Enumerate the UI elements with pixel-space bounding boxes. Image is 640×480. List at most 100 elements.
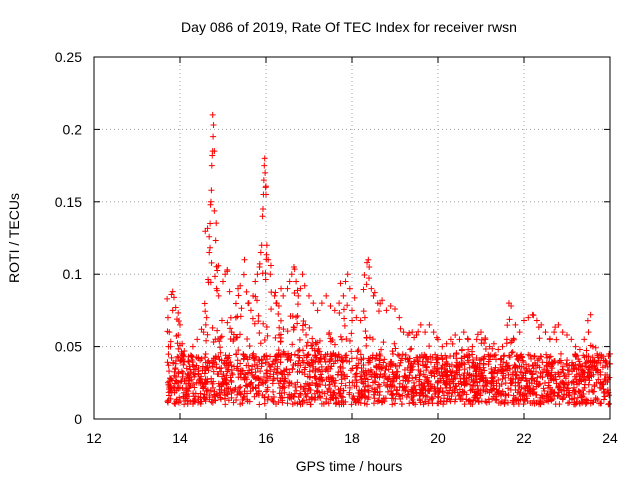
data-point <box>406 330 413 337</box>
data-point <box>381 379 388 386</box>
data-point <box>603 359 610 366</box>
data-point <box>399 392 406 399</box>
data-point <box>314 388 321 395</box>
data-point <box>452 396 459 403</box>
data-point <box>318 300 325 307</box>
grid-layer <box>94 57 610 419</box>
data-point <box>181 347 188 354</box>
data-point <box>499 388 506 395</box>
data-point <box>538 353 545 360</box>
data-point <box>388 378 395 385</box>
data-point <box>316 356 323 363</box>
data-point <box>395 391 402 398</box>
data-point <box>237 374 244 381</box>
data-point <box>296 354 303 361</box>
data-point <box>527 400 534 407</box>
data-point <box>216 365 223 372</box>
data-point <box>271 366 278 373</box>
data-point <box>261 394 268 401</box>
data-point <box>206 249 213 256</box>
data-point <box>221 389 228 396</box>
x-tick-label: 18 <box>344 430 360 446</box>
data-point <box>519 354 526 361</box>
data-point <box>306 374 313 381</box>
data-point <box>478 329 484 336</box>
data-point <box>361 314 368 321</box>
data-point <box>581 336 588 343</box>
data-point <box>291 289 298 296</box>
data-point <box>493 380 500 387</box>
data-point <box>290 326 297 333</box>
data-point <box>551 358 558 365</box>
x-tick-label: 24 <box>602 430 618 446</box>
data-point <box>180 389 187 396</box>
data-point <box>489 345 496 352</box>
data-point <box>362 383 369 390</box>
data-point <box>210 122 217 129</box>
data-point <box>244 335 251 342</box>
data-point <box>269 380 276 387</box>
data-point <box>173 332 180 339</box>
data-point <box>271 292 278 299</box>
data-point <box>312 365 319 372</box>
data-point <box>580 368 587 375</box>
data-point <box>533 317 540 324</box>
data-point <box>490 340 497 347</box>
data-point <box>491 385 498 392</box>
data-point <box>284 356 291 363</box>
data-point <box>191 384 198 391</box>
data-point <box>460 379 467 386</box>
data-point <box>300 317 307 324</box>
data-point <box>177 398 184 405</box>
data-point <box>545 379 552 386</box>
data-point <box>583 397 590 404</box>
data-point <box>583 353 590 360</box>
data-point <box>237 282 244 289</box>
data-point <box>259 270 266 277</box>
data-point <box>343 336 350 343</box>
data-point <box>604 379 611 386</box>
data-point <box>351 294 358 301</box>
data-point <box>463 396 470 403</box>
data-point <box>244 383 251 390</box>
data-point <box>361 271 368 278</box>
data-point <box>505 392 512 399</box>
data-point <box>175 309 182 316</box>
data-point <box>530 365 537 372</box>
data-point <box>389 350 396 357</box>
data-point <box>492 351 499 358</box>
data-point <box>277 354 284 361</box>
data-point <box>168 354 175 361</box>
data-point <box>347 367 354 374</box>
data-point <box>500 372 507 379</box>
data-point <box>417 354 424 361</box>
data-point <box>409 363 416 370</box>
data-point <box>402 373 409 380</box>
data-point <box>480 355 487 362</box>
data-point <box>340 292 347 299</box>
data-point <box>423 355 430 362</box>
data-point <box>486 389 493 396</box>
data-point <box>227 314 234 321</box>
data-point <box>389 382 396 389</box>
data-point <box>513 396 520 403</box>
data-point <box>557 386 564 393</box>
data-point <box>185 372 192 379</box>
data-point <box>565 379 572 386</box>
data-point <box>454 389 461 396</box>
data-point <box>437 384 444 391</box>
data-point <box>240 355 247 362</box>
data-point <box>263 367 270 374</box>
data-point <box>169 288 176 295</box>
data-point <box>165 351 172 358</box>
data-point <box>212 354 219 361</box>
data-point <box>247 388 254 395</box>
data-point <box>422 329 429 336</box>
data-point <box>261 336 268 343</box>
data-point <box>473 368 480 375</box>
data-point <box>342 278 349 285</box>
data-point <box>276 384 283 391</box>
data-point <box>468 386 475 393</box>
data-point <box>348 401 355 408</box>
data-point <box>322 358 329 365</box>
